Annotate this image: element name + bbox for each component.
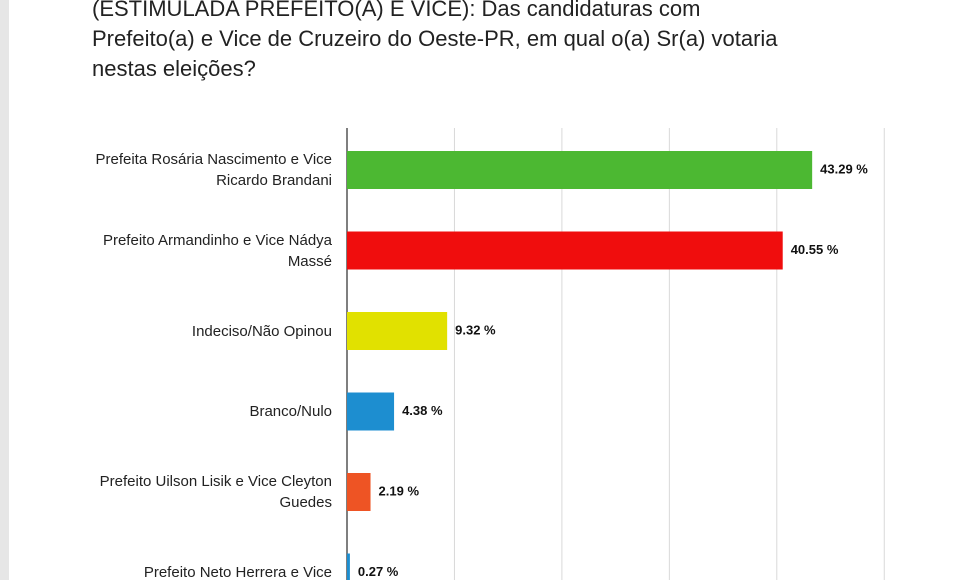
value-label: 9.32 % — [455, 322, 496, 337]
bar — [347, 151, 813, 189]
bar — [347, 553, 350, 580]
bar — [347, 312, 448, 350]
page-edge — [0, 0, 9, 580]
bar — [347, 473, 371, 511]
category-label: Prefeito Neto Herrera e Vice — [143, 564, 332, 580]
category-label: Indeciso/Não Opinou — [191, 322, 332, 340]
chart-title: (ESTIMULADA PREFEITO(A) E VICE): Das can… — [92, 0, 778, 81]
value-label: 40.55 % — [791, 242, 839, 257]
bar — [347, 392, 395, 431]
category-label: Prefeita Rosária Nascimento e Vice Ricar… — [95, 151, 333, 189]
category-label: Branco/Nulo — [249, 403, 332, 420]
value-label: 4.38 % — [402, 403, 443, 418]
bar — [347, 231, 783, 270]
category-label: Prefeito Uilson Lisik e Vice Cleyton Gue… — [99, 473, 332, 511]
value-label: 2.19 % — [379, 483, 420, 498]
category-label: Prefeito Armandinho e Vice Nádya Massé — [102, 231, 332, 270]
value-label: 43.29 % — [820, 161, 868, 176]
value-label: 0.27 % — [358, 564, 399, 579]
